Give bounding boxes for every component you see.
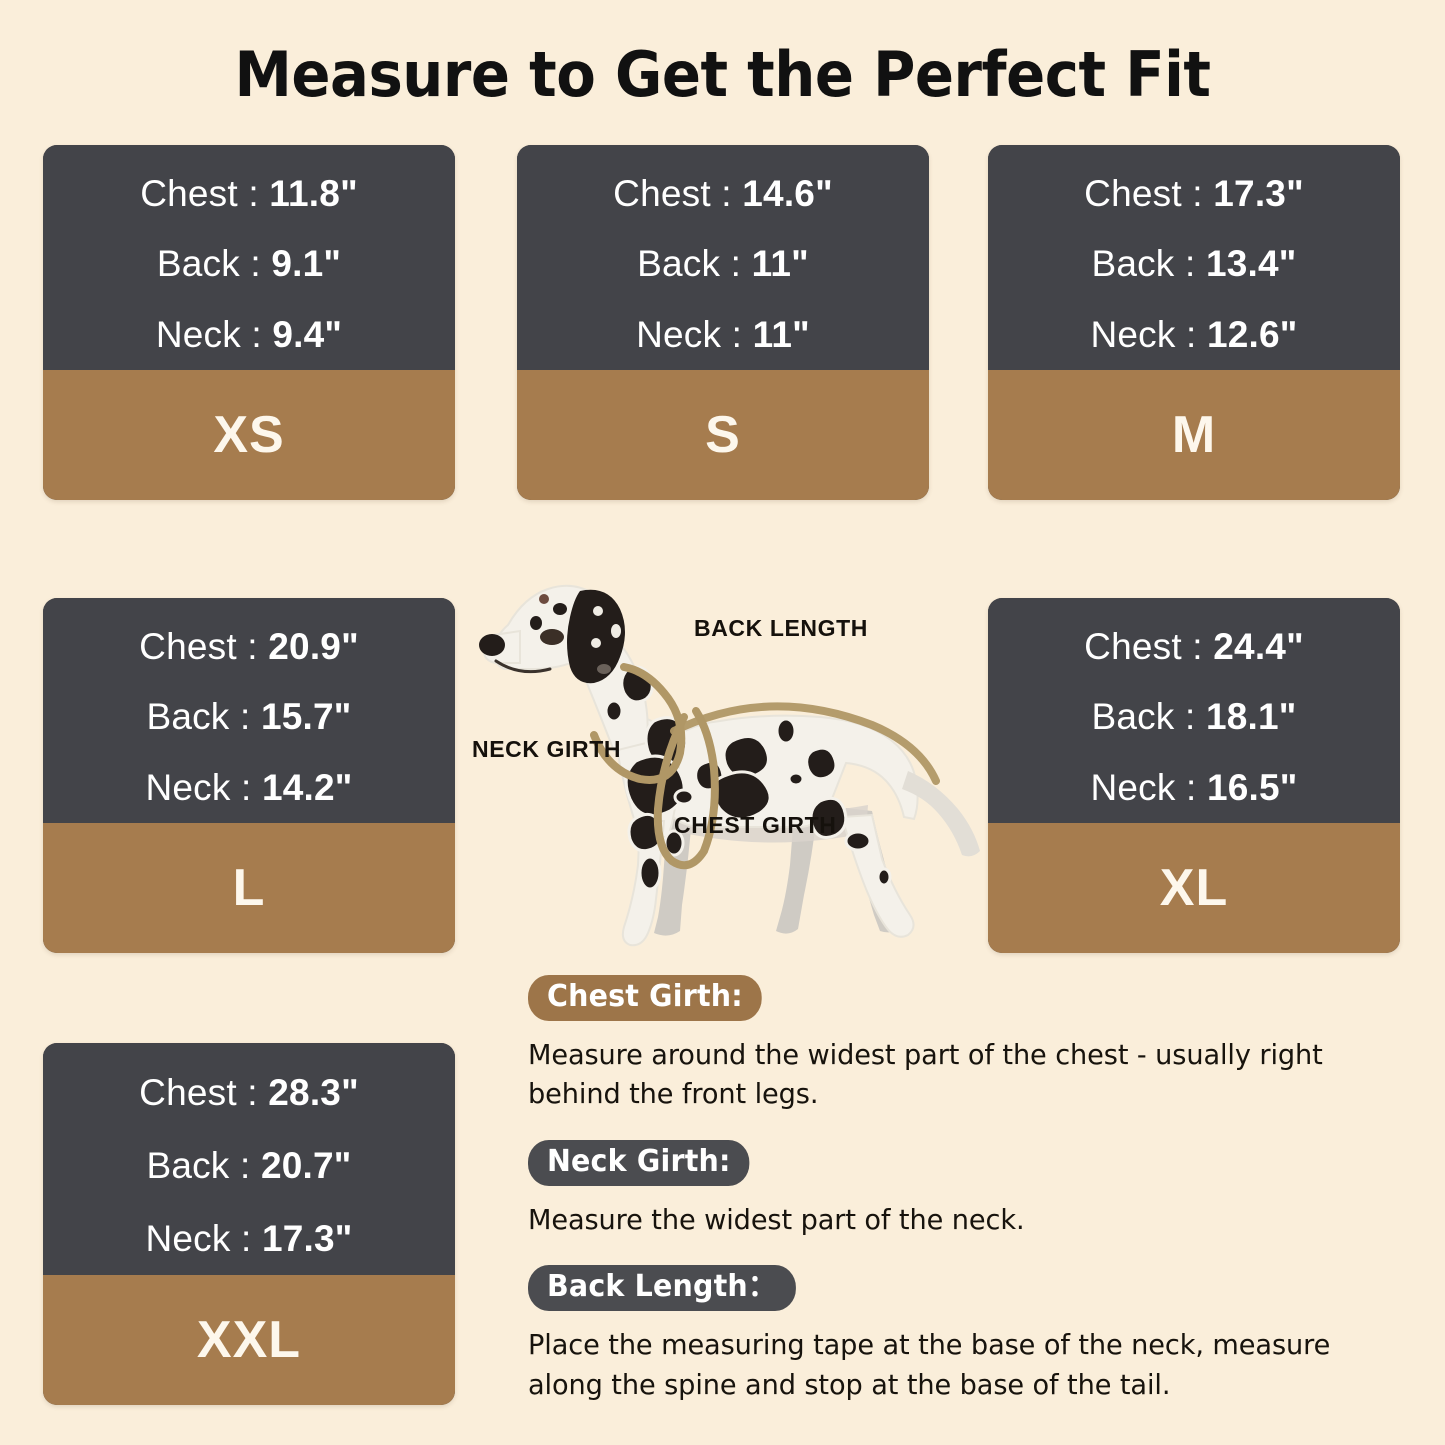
measurement-value: 16.5" — [1206, 766, 1298, 808]
measurement-row: Back : 15.7" — [146, 696, 351, 738]
instruction-back-length: Back Length： Place the measuring tape at… — [528, 1265, 1408, 1404]
measurement-row: Neck : 16.5" — [1090, 767, 1297, 809]
measurement-label: Chest : — [139, 1072, 258, 1114]
size-card-footer: XS — [43, 370, 455, 500]
measurement-row: Chest : 28.3" — [139, 1072, 359, 1114]
measurement-value: 24.4" — [1213, 626, 1304, 668]
measurement-row: Chest : 20.9" — [139, 626, 359, 668]
measurement-row: Neck : 11" — [636, 314, 810, 356]
measurement-label: Chest : — [1084, 626, 1203, 668]
measurement-row: Neck : 9.4" — [156, 314, 342, 356]
measurement-value: 11" — [752, 313, 810, 355]
instruction-text-chest-girth: Measure around the widest part of the ch… — [528, 1037, 1323, 1111]
neck-girth-label: NECK GIRTH — [472, 736, 622, 762]
size-card-s: Chest : 14.6" Back : 11" Neck : 11" S — [517, 145, 929, 500]
size-card-measurements: Chest : 17.3" Back : 13.4" Neck : 12.6" — [988, 145, 1400, 370]
back-length-label: BACK LENGTH — [694, 615, 868, 641]
measurement-value: 12.6" — [1206, 313, 1298, 355]
measurement-value: 14.2" — [261, 766, 353, 808]
size-card-xs: Chest : 11.8" Back : 9.1" Neck : 9.4" XS — [43, 145, 455, 500]
measurement-label: Chest : — [139, 626, 258, 668]
measurement-value: 11" — [751, 243, 809, 285]
measurement-label: Neck : — [145, 766, 252, 808]
size-label: M — [1171, 406, 1217, 464]
size-card-measurements: Chest : 14.6" Back : 11" Neck : 11" — [517, 145, 929, 370]
measurement-label: Back : — [1091, 696, 1196, 738]
measurement-label: Chest : — [613, 173, 732, 215]
size-label: L — [232, 859, 266, 917]
instruction-heading-chest-girth: Chest Girth: — [528, 975, 762, 1021]
measurement-row: Back : 9.1" — [157, 243, 341, 285]
measurement-row: Neck : 14.2" — [145, 767, 352, 809]
measurement-row: Back : 13.4" — [1091, 243, 1296, 285]
measurement-value: 17.3" — [1213, 173, 1304, 215]
size-card-measurements: Chest : 24.4" Back : 18.1" Neck : 16.5" — [988, 598, 1400, 823]
size-card-measurements: Chest : 11.8" Back : 9.1" Neck : 9.4" — [43, 145, 455, 370]
measurement-value: 14.6" — [742, 173, 833, 215]
neck-girth-tape — [590, 663, 686, 784]
measurement-row: Neck : 17.3" — [145, 1218, 352, 1260]
size-card-xl: Chest : 24.4" Back : 18.1" Neck : 16.5" … — [988, 598, 1400, 953]
page-title: Measure to Get the Perfect Fit — [234, 38, 1211, 111]
size-card-footer: XXL — [43, 1275, 455, 1405]
dog-measurement-diagram — [468, 565, 988, 955]
measurement-value: 28.3" — [268, 1072, 359, 1114]
chest-girth-label: CHEST GIRTH — [674, 812, 837, 838]
measurement-label: Neck : — [1090, 766, 1197, 808]
measurement-label: Back : — [156, 243, 261, 285]
measurement-label: Back : — [146, 696, 251, 738]
measurement-value: 18.1" — [1205, 696, 1297, 738]
measurement-row: Back : 20.7" — [146, 1145, 351, 1187]
measurement-label: Chest : — [140, 173, 259, 215]
measuring-instructions: Chest Girth: Measure around the widest p… — [528, 975, 1408, 1404]
size-card-m: Chest : 17.3" Back : 13.4" Neck : 12.6" … — [988, 145, 1400, 500]
measurement-label: Back : — [637, 243, 742, 285]
instruction-neck-girth: Neck Girth: Measure the widest part of t… — [528, 1140, 1408, 1239]
instruction-heading-neck-girth: Neck Girth: — [528, 1140, 750, 1186]
measurement-row: Neck : 12.6" — [1090, 314, 1297, 356]
size-label: S — [705, 406, 741, 464]
dalmatian-dog-icon — [479, 584, 980, 947]
measurement-value: 9.1" — [271, 243, 342, 285]
measurement-label: Chest : — [1084, 173, 1203, 215]
measurement-row: Back : 11" — [637, 243, 809, 285]
chest-girth-tape — [653, 707, 719, 870]
size-card-footer: S — [517, 370, 929, 500]
measurement-label: Neck : — [1090, 313, 1197, 355]
instruction-chest-girth: Chest Girth: Measure around the widest p… — [528, 975, 1408, 1114]
measurement-value: 17.3" — [261, 1217, 353, 1259]
measurement-value: 15.7" — [260, 696, 352, 738]
size-label: XL — [1159, 859, 1229, 917]
size-card-l: Chest : 20.9" Back : 15.7" Neck : 14.2" … — [43, 598, 455, 953]
size-label: XS — [213, 406, 285, 464]
measurement-value: 11.8" — [269, 173, 358, 215]
measurement-label: Neck : — [155, 313, 262, 355]
measurement-label: Back : — [1091, 243, 1196, 285]
measurement-row: Chest : 17.3" — [1084, 173, 1304, 215]
instruction-text-neck-girth: Measure the widest part of the neck. — [528, 1202, 1025, 1236]
size-label: XXL — [196, 1311, 302, 1369]
measurement-row: Back : 18.1" — [1091, 696, 1296, 738]
measurement-label: Back : — [146, 1144, 251, 1186]
measurement-row: Chest : 24.4" — [1084, 626, 1304, 668]
measurement-value: 20.7" — [260, 1144, 352, 1186]
measurement-row: Chest : 14.6" — [613, 173, 833, 215]
measurement-label: Neck : — [145, 1217, 252, 1259]
measurement-value: 9.4" — [272, 313, 343, 355]
size-card-footer: L — [43, 823, 455, 953]
instruction-text-back-length: Place the measuring tape at the base of … — [528, 1327, 1331, 1401]
size-card-measurements: Chest : 28.3" Back : 20.7" Neck : 17.3" — [43, 1043, 455, 1275]
measurement-value: 20.9" — [268, 626, 359, 668]
size-card-footer: XL — [988, 823, 1400, 953]
measurement-label: Neck : — [636, 313, 743, 355]
measurement-row: Chest : 11.8" — [140, 173, 358, 215]
size-card-measurements: Chest : 20.9" Back : 15.7" Neck : 14.2" — [43, 598, 455, 823]
back-length-tape — [670, 702, 940, 785]
size-card-xxl: Chest : 28.3" Back : 20.7" Neck : 17.3" … — [43, 1043, 455, 1405]
measurement-value: 13.4" — [1205, 243, 1297, 285]
size-card-footer: M — [988, 370, 1400, 500]
instruction-heading-back-length: Back Length： — [528, 1265, 796, 1311]
